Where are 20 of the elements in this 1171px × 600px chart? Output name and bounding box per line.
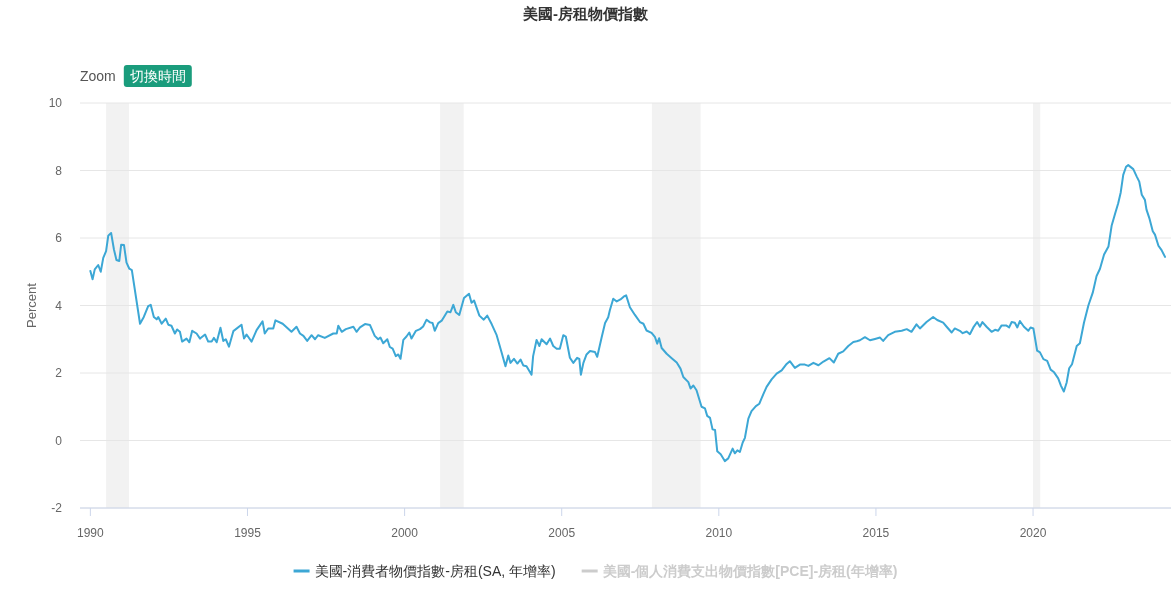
legend-label: 美國-消費者物價指數-房租(SA, 年增率)	[314, 563, 556, 579]
x-tick-label: 2010	[705, 526, 733, 540]
y-tick-label: 8	[55, 163, 63, 178]
y-tick-label: 2	[55, 366, 63, 380]
x-tick-label: 1995	[234, 526, 262, 540]
y-tick-label: 4	[55, 298, 63, 313]
x-tick-label: 1990	[77, 526, 105, 540]
chart-title: 美國-房租物價指數	[522, 5, 649, 22]
y-tick-label: 0	[55, 433, 63, 448]
text: Zoom	[80, 68, 116, 84]
y-tick-label: -2	[51, 501, 63, 515]
y-axis-title: Percent	[24, 282, 39, 328]
x-tick-label: 2020	[1019, 526, 1047, 540]
y-tick-label: 10	[48, 96, 63, 110]
x-tick-label: 2015	[862, 526, 890, 540]
x-tick-label: 2000	[391, 526, 419, 540]
line-series	[89, 164, 1167, 463]
x-tick-label: 2005	[548, 526, 576, 540]
y-tick-label: 6	[55, 231, 63, 245]
text: 切換時間	[129, 68, 186, 84]
